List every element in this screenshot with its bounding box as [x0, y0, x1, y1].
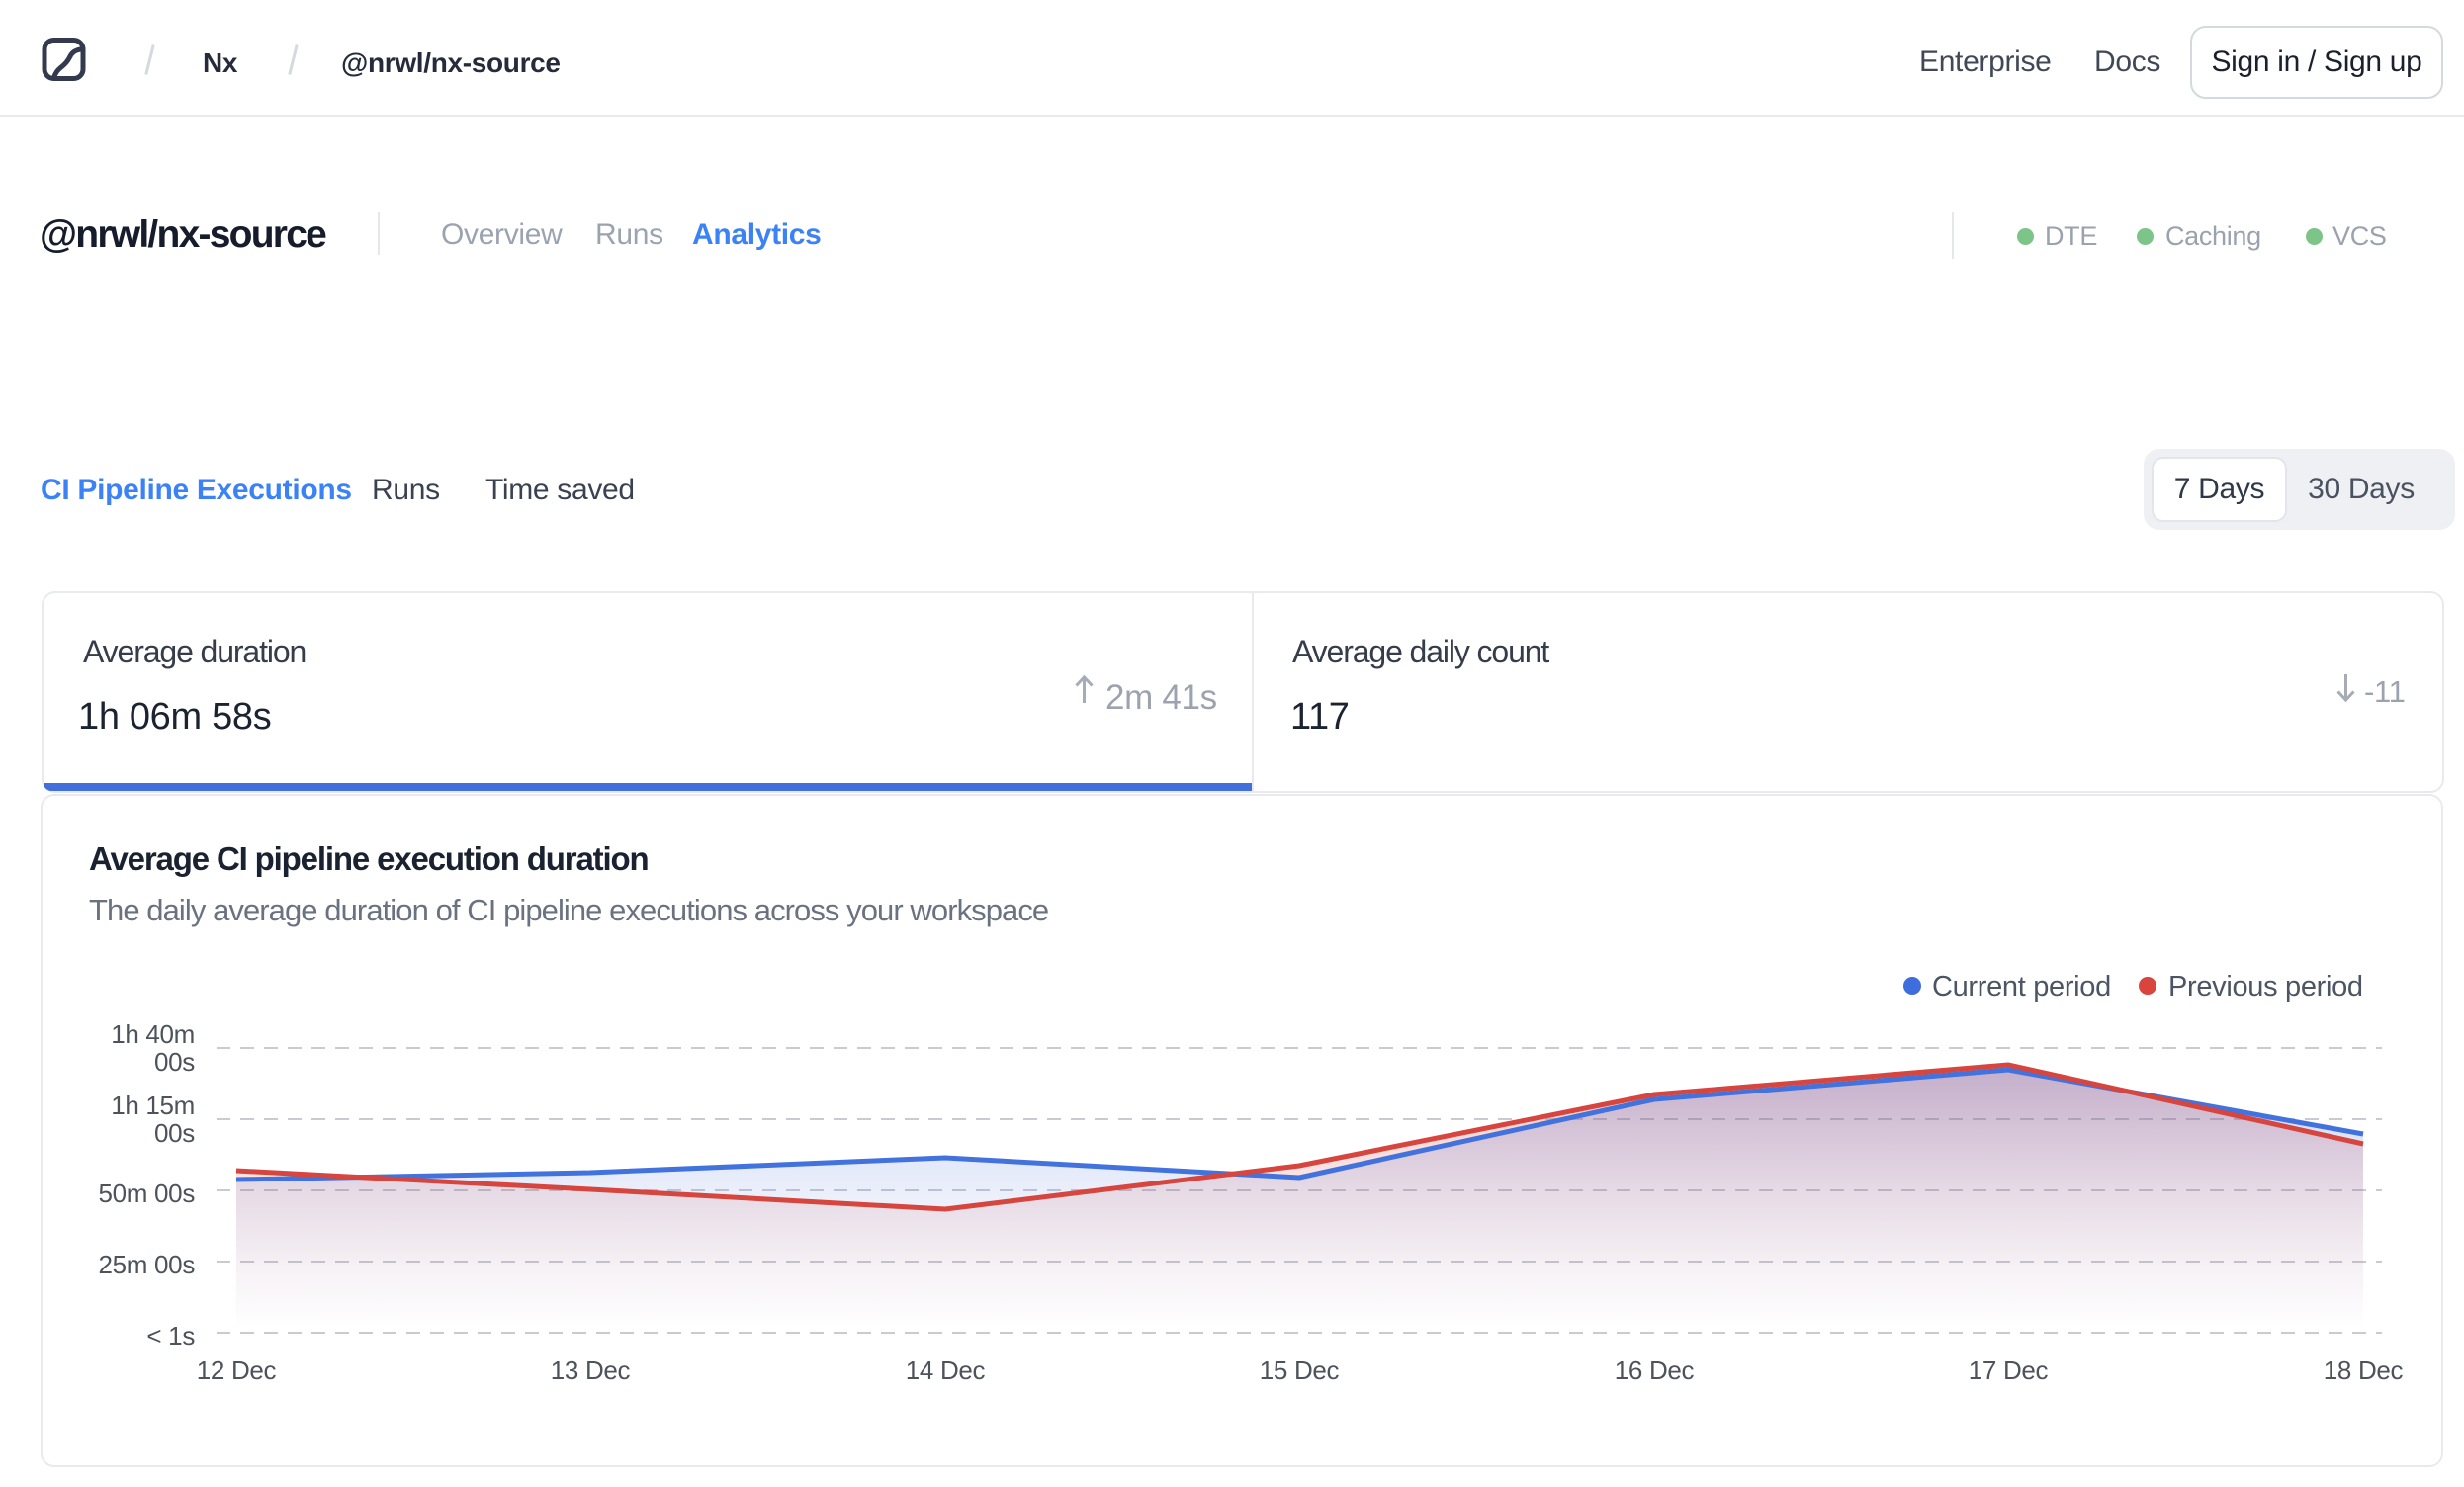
svg-text:00s: 00s — [154, 1047, 195, 1077]
svg-text:25m 00s: 25m 00s — [99, 1250, 196, 1279]
svg-text:15 Dec: 15 Dec — [1260, 1356, 1340, 1385]
svg-text:16 Dec: 16 Dec — [1615, 1356, 1695, 1385]
svg-text:17 Dec: 17 Dec — [1969, 1356, 2049, 1385]
svg-text:14 Dec: 14 Dec — [906, 1356, 986, 1385]
svg-text:13 Dec: 13 Dec — [551, 1356, 631, 1385]
svg-text:1h 40m: 1h 40m — [111, 1019, 195, 1049]
svg-text:< 1s: < 1s — [146, 1321, 195, 1351]
svg-text:1h 15m: 1h 15m — [111, 1091, 195, 1120]
svg-text:00s: 00s — [154, 1118, 195, 1148]
svg-text:50m 00s: 50m 00s — [99, 1179, 196, 1208]
svg-text:18 Dec: 18 Dec — [2324, 1356, 2404, 1385]
svg-text:12 Dec: 12 Dec — [197, 1356, 277, 1385]
